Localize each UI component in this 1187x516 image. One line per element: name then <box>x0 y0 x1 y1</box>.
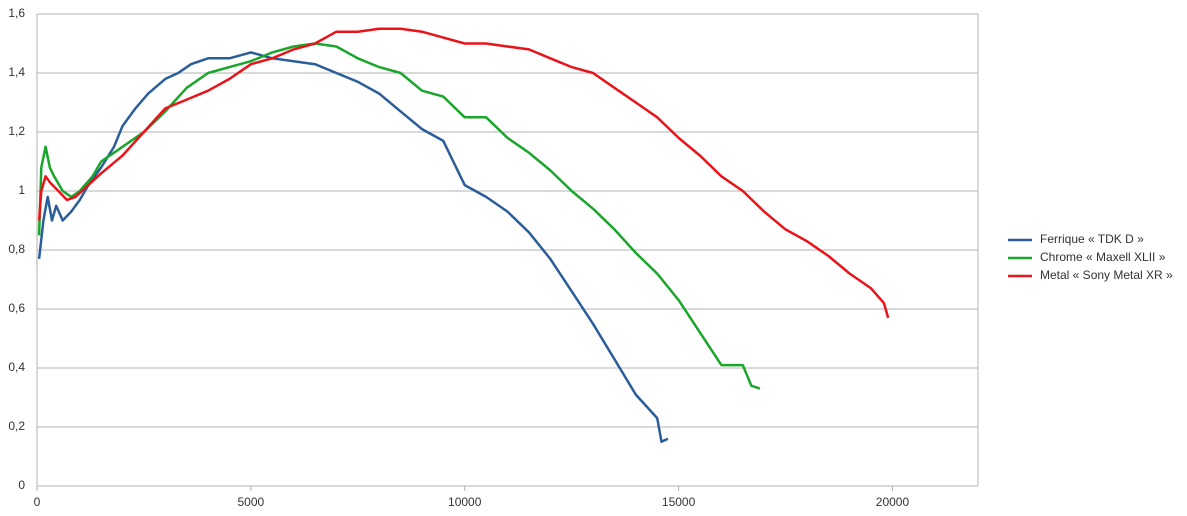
y-tick-label: 0,6 <box>8 301 25 315</box>
x-tick-label: 20000 <box>876 495 910 509</box>
legend-label: Metal « Sony Metal XR » <box>1040 268 1173 282</box>
y-tick-label: 0,8 <box>8 242 25 256</box>
y-tick-label: 0 <box>18 478 25 492</box>
legend-label: Ferrique « TDK D » <box>1040 232 1144 246</box>
x-tick-label: 0 <box>34 495 41 509</box>
series-line <box>37 51 669 444</box>
y-tick-label: 1,4 <box>8 65 25 79</box>
x-tick-label: 10000 <box>448 495 482 509</box>
series-line <box>37 42 761 390</box>
x-tick-label: 15000 <box>662 495 696 509</box>
y-tick-label: 0,2 <box>8 419 25 433</box>
y-tick-label: 0,4 <box>8 360 25 374</box>
legend-label: Chrome « Maxell XLII » <box>1040 250 1166 264</box>
series-line <box>37 27 890 319</box>
y-tick-label: 1,6 <box>8 6 25 20</box>
y-tick-label: 1 <box>18 183 25 197</box>
y-tick-label: 1,2 <box>8 124 25 138</box>
x-tick-label: 5000 <box>238 495 265 509</box>
